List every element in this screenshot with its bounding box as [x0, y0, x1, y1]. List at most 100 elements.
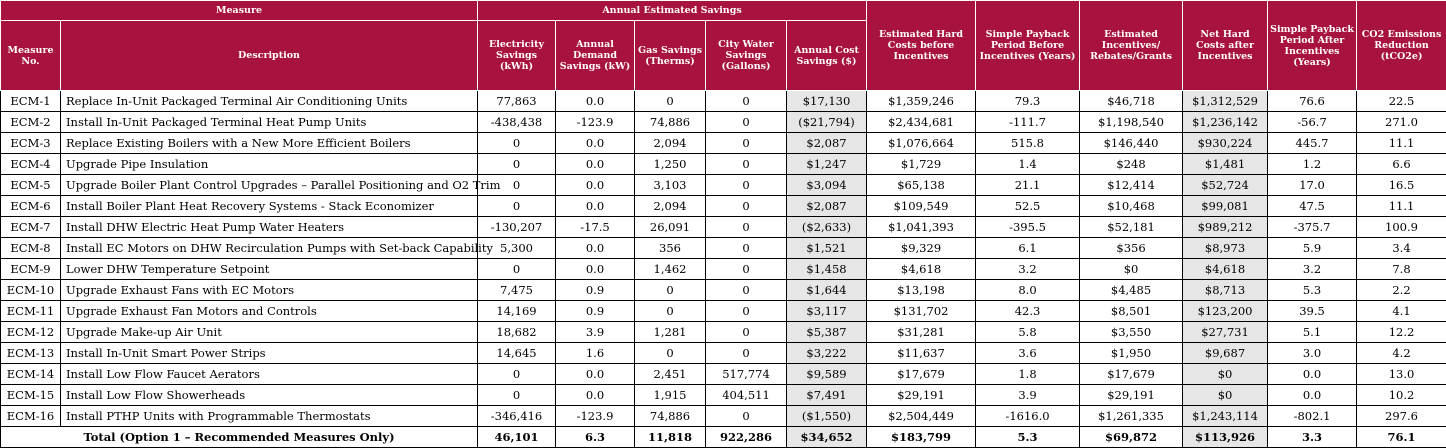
cell-gas: 74,886: [635, 406, 706, 427]
cell-net-costs: $989,212: [1183, 217, 1268, 238]
cell-payback-after: 1.2: [1268, 154, 1357, 175]
cell-measure-no: ECM-1: [1, 91, 61, 112]
cell-payback-before: 3.2: [976, 259, 1080, 280]
total-water: 922,286: [706, 427, 787, 448]
cell-cost: $1,521: [787, 238, 867, 259]
cell-hard-costs: $1,041,393: [867, 217, 976, 238]
cell-description: Upgrade Exhaust Fans with EC Motors: [61, 280, 478, 301]
cell-measure-no: ECM-14: [1, 364, 61, 385]
cell-water: 0: [706, 196, 787, 217]
cell-co2: 10.2: [1357, 385, 1446, 406]
cell-net-costs: $99,081: [1183, 196, 1268, 217]
cell-payback-before: 42.3: [976, 301, 1080, 322]
cell-electricity: 0: [478, 364, 556, 385]
cell-measure-no: ECM-2: [1, 112, 61, 133]
cell-payback-before: 1.4: [976, 154, 1080, 175]
cell-gas: 1,250: [635, 154, 706, 175]
cell-description: Install DHW Electric Heat Pump Water Hea…: [61, 217, 478, 238]
cell-cost: ($21,794): [787, 112, 867, 133]
cell-payback-after: 0.0: [1268, 364, 1357, 385]
cell-demand: 0.9: [556, 301, 635, 322]
cell-cost: $1,458: [787, 259, 867, 280]
cell-hard-costs: $1,359,246: [867, 91, 976, 112]
cell-gas: 3,103: [635, 175, 706, 196]
table-header: Measure Annual Estimated Savings Estimat…: [1, 1, 1446, 91]
cell-demand: 0.0: [556, 91, 635, 112]
cell-measure-no: ECM-16: [1, 406, 61, 427]
cell-payback-before: 1.8: [976, 364, 1080, 385]
cell-incentives: $17,679: [1080, 364, 1183, 385]
cell-description: Upgrade Pipe Insulation: [61, 154, 478, 175]
cell-water: 0: [706, 259, 787, 280]
cell-net-costs: $8,973: [1183, 238, 1268, 259]
cell-co2: 271.0: [1357, 112, 1446, 133]
cell-incentives: $46,718: [1080, 91, 1183, 112]
cell-payback-after: 3.0: [1268, 343, 1357, 364]
cell-demand: 0.0: [556, 175, 635, 196]
total-demand: 6.3: [556, 427, 635, 448]
header-gas: Gas Savings (Therms): [635, 21, 706, 91]
cell-water: 0: [706, 406, 787, 427]
cell-description: Install In-Unit Packaged Terminal Heat P…: [61, 112, 478, 133]
cell-gas: 0: [635, 343, 706, 364]
header-annual-savings: Annual Estimated Savings: [478, 1, 867, 21]
cell-incentives: $1,198,540: [1080, 112, 1183, 133]
cell-co2: 297.6: [1357, 406, 1446, 427]
cell-description: Install Low Flow Faucet Aerators: [61, 364, 478, 385]
header-incentives: Estimated Incentives/ Rebates/Grants: [1080, 1, 1183, 91]
cell-payback-after: 39.5: [1268, 301, 1357, 322]
cell-electricity: 0: [478, 154, 556, 175]
cell-payback-after: 76.6: [1268, 91, 1357, 112]
cell-electricity: 0: [478, 385, 556, 406]
cell-co2: 3.4: [1357, 238, 1446, 259]
cell-gas: 26,091: [635, 217, 706, 238]
cell-hard-costs: $2,434,681: [867, 112, 976, 133]
cell-demand: 0.9: [556, 280, 635, 301]
cell-hard-costs: $11,637: [867, 343, 976, 364]
cell-payback-after: 17.0: [1268, 175, 1357, 196]
cell-gas: 74,886: [635, 112, 706, 133]
cell-description: Install Low Flow Showerheads: [61, 385, 478, 406]
cell-net-costs: $1,243,114: [1183, 406, 1268, 427]
header-payback-before: Simple Payback Period Before Incentives …: [976, 1, 1080, 91]
cell-measure-no: ECM-9: [1, 259, 61, 280]
header-cost: Annual Cost Savings ($): [787, 21, 867, 91]
cell-gas: 1,915: [635, 385, 706, 406]
cell-electricity: 14,169: [478, 301, 556, 322]
cell-measure-no: ECM-15: [1, 385, 61, 406]
cell-incentives: $1,261,335: [1080, 406, 1183, 427]
header-electricity: Electricity Savings (kWh): [478, 21, 556, 91]
cell-water: 0: [706, 91, 787, 112]
cell-electricity: 77,863: [478, 91, 556, 112]
cell-description: Install EC Motors on DHW Recirculation P…: [61, 238, 478, 259]
cell-co2: 4.2: [1357, 343, 1446, 364]
cell-incentives: $52,181: [1080, 217, 1183, 238]
cell-net-costs: $0: [1183, 385, 1268, 406]
header-measure: Measure: [1, 1, 478, 21]
cell-gas: 1,281: [635, 322, 706, 343]
cell-description: Upgrade Make-up Air Unit: [61, 322, 478, 343]
cell-gas: 0: [635, 280, 706, 301]
cell-measure-no: ECM-12: [1, 322, 61, 343]
cell-cost: $2,087: [787, 133, 867, 154]
cell-measure-no: ECM-5: [1, 175, 61, 196]
cell-co2: 12.2: [1357, 322, 1446, 343]
cell-incentives: $29,191: [1080, 385, 1183, 406]
cell-payback-after: -56.7: [1268, 112, 1357, 133]
cell-payback-before: 3.9: [976, 385, 1080, 406]
cell-net-costs: $930,224: [1183, 133, 1268, 154]
cell-electricity: 0: [478, 196, 556, 217]
cell-co2: 22.5: [1357, 91, 1446, 112]
cell-payback-after: 3.2: [1268, 259, 1357, 280]
cell-measure-no: ECM-8: [1, 238, 61, 259]
cell-cost: ($1,550): [787, 406, 867, 427]
